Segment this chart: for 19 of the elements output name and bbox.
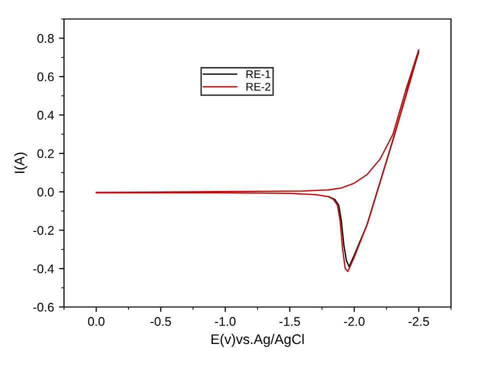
x-tick-label: -1.5 bbox=[280, 317, 300, 326]
x-tick-label: -2.0 bbox=[344, 317, 365, 326]
y-axis-title: I(A) bbox=[14, 152, 28, 173]
y-tick-label: -0.2 bbox=[33, 226, 54, 235]
y-tick-label: 0.8 bbox=[37, 34, 54, 43]
legend-label: RE-1 bbox=[246, 70, 270, 78]
y-tick-label: 0.4 bbox=[37, 110, 54, 120]
y-tick-label: -0.6 bbox=[33, 302, 54, 312]
x-axis-title: E(v)vs.Ag/AgCl bbox=[212, 334, 304, 347]
y-tick-label: -0.4 bbox=[33, 264, 54, 274]
line-series bbox=[96, 49, 420, 272]
y-tick-label: 0.6 bbox=[37, 72, 54, 82]
x-tick-label: -2.5 bbox=[408, 317, 429, 326]
x-tick-label: 0.0 bbox=[88, 317, 104, 326]
y-tick-label: 0.2 bbox=[37, 149, 54, 158]
legend-label: RE-2 bbox=[246, 82, 270, 91]
y-tick-label: 0.0 bbox=[37, 188, 54, 196]
x-tick-label: -0.5 bbox=[150, 317, 171, 326]
x-tick-label: -1.0 bbox=[215, 317, 236, 326]
